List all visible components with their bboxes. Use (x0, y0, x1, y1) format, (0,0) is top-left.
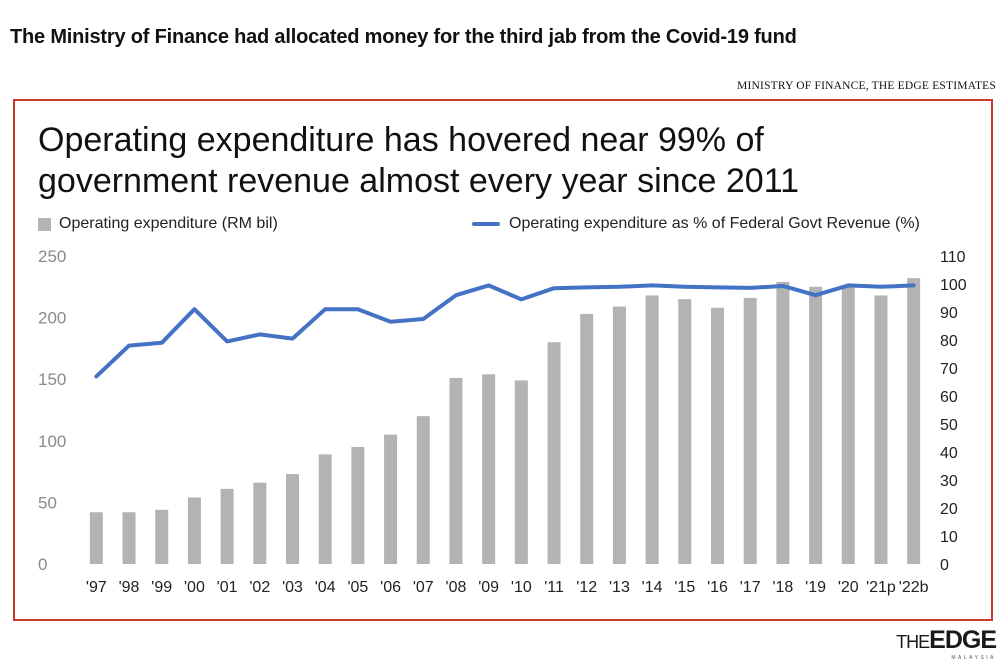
bar (187, 497, 201, 564)
bar (286, 474, 299, 564)
headline: The Ministry of Finance had allocated mo… (10, 26, 797, 48)
y-right-tick-label: 50 (940, 417, 958, 434)
bar (547, 342, 561, 564)
x-tick-label: '07 (413, 579, 434, 596)
bar (612, 306, 626, 564)
bar (645, 295, 659, 564)
bar (384, 434, 398, 564)
legend-line-swatch (472, 222, 500, 226)
x-tick-label: '03 (282, 579, 303, 596)
y-right-tick-label: 0 (940, 557, 949, 574)
bar (318, 454, 332, 564)
x-tick-label: '02 (249, 579, 270, 596)
bar (907, 278, 921, 564)
bar (776, 281, 790, 564)
bar (874, 295, 888, 564)
x-tick-label: '19 (805, 579, 826, 596)
bar (220, 488, 234, 564)
y-left-tick-label: 0 (38, 555, 47, 574)
y-right-tick-label: 10 (940, 529, 958, 546)
x-tick-label: '09 (478, 579, 499, 596)
chart-title-line-2: government revenue almost every year sin… (38, 162, 799, 200)
logo: THEEDGE MALAYSIA (896, 626, 997, 661)
bar (155, 509, 169, 564)
bar (711, 307, 724, 564)
y-right-tick-label: 80 (940, 333, 958, 350)
logo-subtitle: MALAYSIA (951, 655, 996, 661)
x-tick-label: '97 (86, 579, 107, 596)
x-tick-label: '04 (315, 579, 336, 596)
legend-item-bar: Operating expenditure (RM bil) (38, 215, 278, 233)
bar (482, 374, 496, 564)
x-tick-label: '01 (217, 579, 238, 596)
bar (351, 446, 365, 564)
y-right-tick-label: 70 (940, 361, 958, 378)
source-credit: MINISTRY OF FINANCE, THE EDGE ESTIMATES (737, 80, 996, 92)
y-left-tick-label: 150 (38, 370, 66, 389)
y-right-tick-label: 30 (940, 473, 958, 490)
x-tick-label: '14 (642, 579, 663, 596)
legend-bar-swatch (38, 217, 51, 231)
y-right-tick-label: 90 (940, 305, 958, 322)
legend-item-line: Operating expenditure as % of Federal Go… (472, 215, 920, 233)
x-tick-label: '17 (740, 579, 761, 596)
y-left-tick-label: 200 (38, 309, 66, 328)
y-right-tick-label: 20 (940, 501, 958, 518)
x-tick-label: '08 (446, 579, 467, 596)
x-tick-label: '05 (347, 579, 368, 596)
bar (449, 377, 463, 564)
y-right-tick-label: 110 (940, 249, 966, 266)
x-tick-label: '16 (707, 579, 728, 596)
logo-wordmark: THEEDGE (896, 626, 997, 654)
series-line (94, 283, 916, 379)
x-tick-label: '98 (119, 579, 140, 596)
legend-bar-label: Operating expenditure (RM bil) (59, 215, 278, 232)
legend-line-label: Operating expenditure as % of Federal Go… (509, 215, 920, 232)
x-tick-label: '06 (380, 579, 401, 596)
chart-title-line-1: Operating expenditure has hovered near 9… (38, 121, 764, 159)
x-tick-label: '00 (184, 579, 205, 596)
bar (743, 297, 757, 564)
y-right-tick-label: 60 (940, 389, 958, 406)
x-tick-label: '99 (151, 579, 172, 596)
y-left-tick-label: 50 (38, 493, 57, 512)
bar (514, 380, 528, 564)
x-tick-label: '21p (866, 579, 896, 596)
x-tick-label: '22b (899, 579, 929, 596)
chart-frame (13, 99, 993, 621)
bar (122, 512, 136, 564)
x-tick-label: '13 (609, 579, 630, 596)
y-left-tick-label: 250 (38, 247, 66, 266)
chart-title: Operating expenditure has hovered near 9… (38, 120, 938, 202)
y-right-tick-label: 100 (940, 277, 967, 294)
x-tick-label: '20 (838, 579, 859, 596)
x-tick-label: '12 (576, 579, 597, 596)
x-tick-label: '15 (674, 579, 695, 596)
bar (580, 313, 594, 564)
bar (416, 416, 430, 564)
x-tick-label: '18 (772, 579, 793, 596)
bar (89, 512, 103, 564)
y-right-tick-label: 40 (940, 445, 958, 462)
x-tick-label: '11 (544, 579, 564, 596)
y-left-tick-label: 100 (38, 432, 66, 451)
bar (841, 286, 855, 564)
bar (253, 482, 267, 564)
bar (809, 286, 823, 564)
x-tick-label: '10 (511, 579, 532, 596)
bar (678, 299, 692, 564)
